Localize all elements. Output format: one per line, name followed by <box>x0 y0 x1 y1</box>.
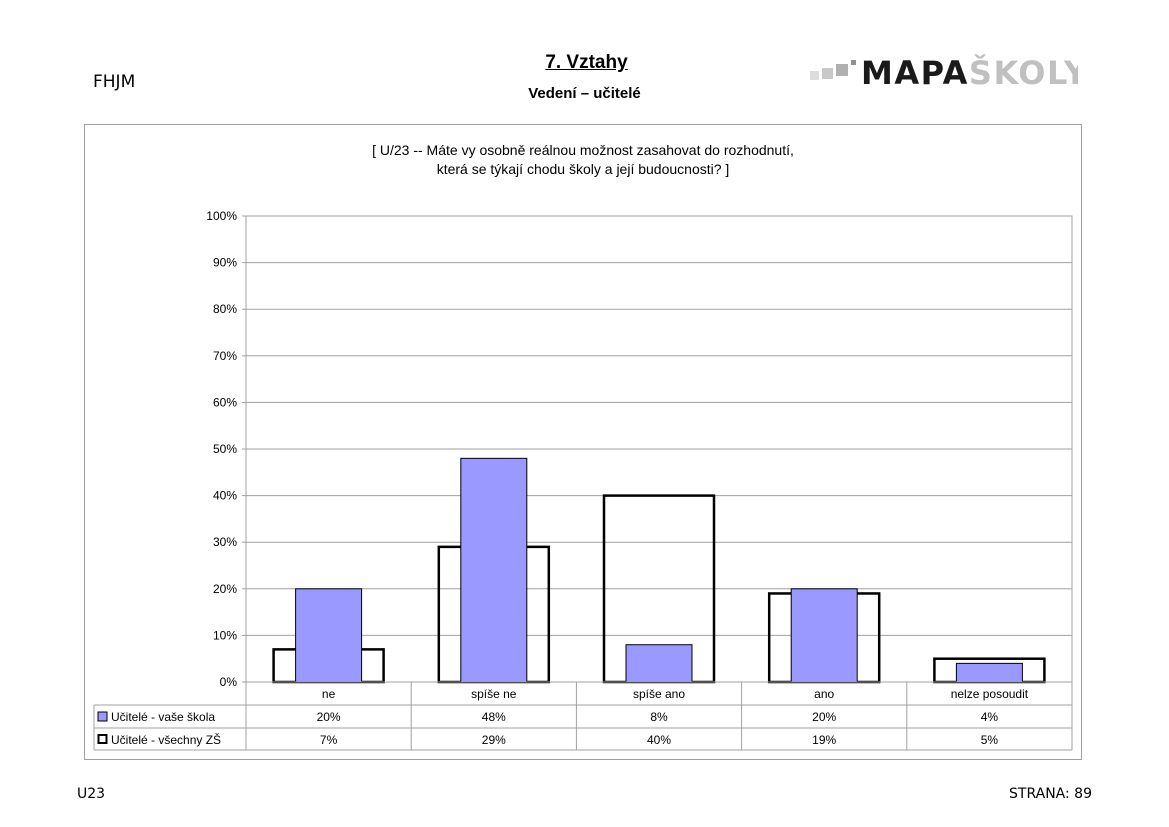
bar-chart: 0% 10% 20% 30% 40% 50% 60% 70% 80% 90% 100% ne 20% 7… <box>93 209 1073 751</box>
mapa-skoly-logo: MAPAŠKOLY <box>810 54 1078 90</box>
data-label-vase-skola: 20% <box>812 710 836 724</box>
plot-area <box>245 215 1073 683</box>
bar-vase-skola <box>790 588 858 683</box>
chart-title-line-1: [ U/23 -- Máte vy osobně reálnou možnost… <box>372 142 794 158</box>
y-tick-label: 0% <box>220 675 238 689</box>
section-title-text: 7. Vztahy <box>545 52 628 73</box>
y-tick-label: 30% <box>213 535 237 549</box>
data-label-vsechny-zs: 5% <box>981 733 999 747</box>
bar-vase-skola <box>460 457 528 683</box>
x-category-label: spíše ne <box>471 687 517 701</box>
x-category-label: ano <box>814 687 834 701</box>
legend-label-vsechny-zs: Učitelé - všechny ZŠ <box>111 732 221 747</box>
chart-frame <box>84 124 1082 760</box>
bar-vase-skola <box>955 662 1023 683</box>
y-tick-label: 40% <box>213 489 237 503</box>
y-tick-label: 60% <box>213 395 237 409</box>
y-tick-label: 20% <box>213 582 237 596</box>
y-tick-label: 100% <box>206 209 237 223</box>
data-label-vase-skola: 4% <box>981 710 999 724</box>
logo-text-light: ŠKOLY <box>969 54 1078 90</box>
footer-question-code: U23 <box>77 786 106 802</box>
data-label-vsechny-zs: 29% <box>482 733 506 747</box>
chart-title: [ U/23 -- Máte vy osobně reálnou možnost… <box>84 141 1082 179</box>
footer-page-label: STRANA: 89 <box>1009 786 1092 802</box>
x-category-label: spíše ano <box>633 687 685 701</box>
y-tick-label: 70% <box>213 349 237 363</box>
y-tick-label: 80% <box>213 302 237 316</box>
chart-title-line-2: která se týkají chodu školy a její budou… <box>436 161 730 177</box>
data-label-vsechny-zs: 40% <box>647 733 671 747</box>
x-category-label: nelze posoudit <box>951 687 1029 701</box>
y-tick-label: 50% <box>213 442 237 456</box>
data-label-vsechny-zs: 19% <box>812 733 836 747</box>
bar-vase-skola <box>625 644 693 683</box>
y-tick-label: 90% <box>213 256 237 270</box>
logo-squares-icon <box>810 60 856 80</box>
legend-key-vsechny-zs <box>97 734 108 744</box>
school-code: FHJM <box>93 72 136 92</box>
data-label-vase-skola: 8% <box>650 710 668 724</box>
logo-text: MAPAŠKOLY <box>861 54 1078 90</box>
section-title: 7. Vztahy <box>0 52 1169 74</box>
data-label-vase-skola: 48% <box>482 710 506 724</box>
data-label-vsechny-zs: 7% <box>320 733 338 747</box>
y-tick-label: 10% <box>213 628 237 642</box>
logo-text-dark: MAPA <box>861 54 969 90</box>
legend-label-vase-skola: Učitelé - vaše škola <box>111 710 215 724</box>
bar-vase-skola <box>295 588 363 683</box>
legend-key-vase-skola <box>97 711 108 722</box>
section-subtitle: Vedení – učitelé <box>528 85 641 102</box>
data-label-vase-skola: 20% <box>317 710 341 724</box>
x-category-label: ne <box>322 687 336 701</box>
